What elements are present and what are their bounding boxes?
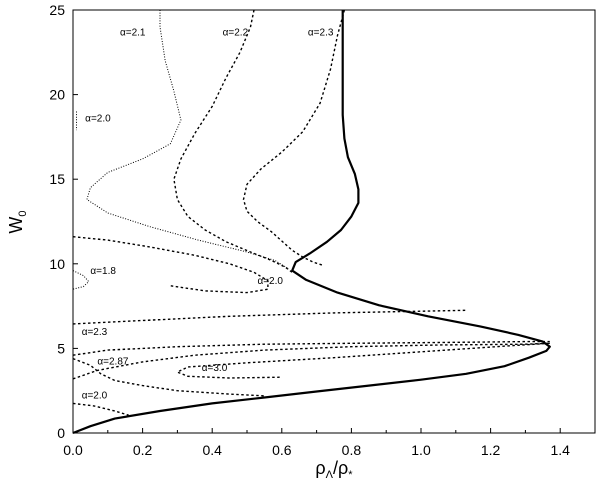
x-axis-title-slash: /	[333, 458, 338, 478]
x-tick-label: 1.4	[550, 442, 570, 458]
x-axis-title-base2: ρ	[338, 458, 348, 478]
y-tick-label: 25	[49, 2, 65, 18]
series-line-dot	[86, 10, 290, 270]
x-tick-label: 0.0	[63, 442, 83, 458]
series-line-dash	[72, 357, 265, 397]
y-axis-title-sub: 0	[17, 210, 29, 216]
x-tick-label: 1.2	[481, 442, 501, 458]
curve-label: α=2.2	[223, 27, 249, 38]
curve-label: α=2.0	[85, 114, 111, 125]
series-line-dash	[72, 402, 129, 416]
x-tick-label: 1.0	[411, 442, 431, 458]
series-line-dash	[72, 342, 550, 380]
series-line-dash	[173, 9, 293, 273]
x-tick-label: 0.6	[272, 442, 292, 458]
axis-ticks: 0.0 0.2 0.4 0.6 0.8 1.0 1.2 1.4 0 5 10 15 20 25	[49, 2, 596, 458]
x-tick-label: 0.8	[342, 442, 362, 458]
curve-label: α=2.3	[82, 327, 108, 338]
series-line-dash	[72, 236, 269, 294]
x-tick-label: 0.2	[133, 442, 153, 458]
x-axis-title-base1: ρ	[315, 458, 325, 478]
x-tick-label: 0.4	[202, 442, 222, 458]
curve-label: α=2.3	[308, 27, 334, 38]
curve-label: α=2.0	[82, 390, 108, 401]
curve-label: α=3.0	[202, 363, 228, 374]
y-axis-title: W0	[6, 210, 29, 233]
x-axis-title-sub1: Λ	[326, 469, 334, 481]
curve-label: α=1.8	[90, 266, 116, 277]
y-tick-label: 0	[57, 425, 65, 441]
x-axis-title: ρΛ/ρ*	[315, 458, 353, 481]
series-line-dash	[242, 9, 346, 267]
series-line-dot	[72, 270, 90, 290]
y-tick-label: 20	[49, 87, 65, 103]
y-axis-title-base: W	[6, 217, 26, 234]
y-tick-label: 15	[49, 171, 65, 187]
y-tick-label: 5	[57, 340, 65, 356]
series-line-solid	[72, 10, 551, 435]
x-axis-title-sub2: *	[348, 469, 353, 481]
plot-frame	[72, 9, 596, 434]
annotation-layer: α=2.1 α=2.2 α=2.3 α=2.0 α=1.8 α=2.0 α=2.3 α=2.8…	[82, 27, 334, 401]
curve-label: α=2.0	[257, 276, 283, 287]
series-layer	[72, 9, 551, 435]
curve-label: α=2.1	[120, 27, 146, 38]
curve-label: α=2.87	[97, 356, 129, 367]
series-line-dash	[176, 342, 550, 379]
series-line-dash	[72, 340, 550, 356]
series-line-dash	[72, 309, 467, 325]
y-tick-label: 10	[49, 256, 65, 272]
